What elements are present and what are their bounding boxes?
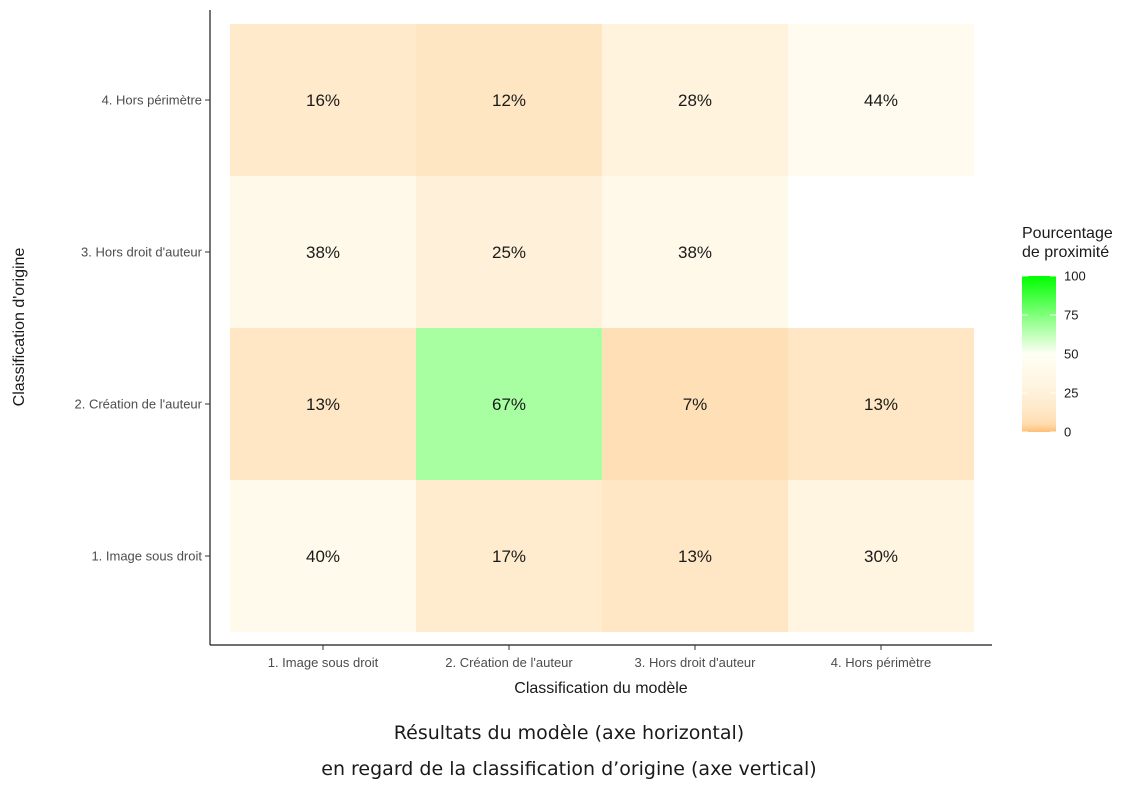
x-tick-label: 4. Hors périmètre bbox=[831, 655, 931, 670]
cell-value-label: 30% bbox=[864, 547, 898, 566]
cell-value-label: 13% bbox=[678, 547, 712, 566]
cell-value-label: 16% bbox=[306, 91, 340, 110]
cell-value-label: 44% bbox=[864, 91, 898, 110]
cell-value-label: 17% bbox=[492, 547, 526, 566]
cell-value-label: 12% bbox=[492, 91, 526, 110]
cell-value-label: 40% bbox=[306, 547, 340, 566]
legend-tick-label: 50 bbox=[1064, 347, 1078, 362]
heatmap-cell bbox=[602, 24, 788, 176]
legend-title-line1: Pourcentage bbox=[1022, 225, 1113, 242]
heatmap-cell bbox=[788, 328, 974, 480]
heatmap-cell bbox=[416, 328, 602, 480]
heatmap-cell bbox=[416, 176, 602, 328]
cell-value-label: 13% bbox=[864, 395, 898, 414]
heatmap-cell bbox=[416, 24, 602, 176]
x-tick-label: 1. Image sous droit bbox=[268, 655, 379, 670]
ticks-layer: 1. Image sous droit 2. Création de l'aute… bbox=[74, 93, 931, 671]
heatmap-cell bbox=[602, 176, 788, 328]
x-tick-label: 3. Hors droit d'auteur bbox=[635, 655, 757, 670]
y-tick-label: 4. Hors périmètre bbox=[102, 93, 202, 108]
legend-tick-label: 75 bbox=[1064, 308, 1078, 323]
heatmap-chart: 16% 12% 28% 44% 38% 25% 38% 13% 67% 7% 13% 40% 17% 13… bbox=[11, 10, 1113, 697]
cell-value-label: 67% bbox=[492, 395, 526, 414]
y-tick-label: 1. Image sous droit bbox=[91, 549, 202, 564]
heatmap-cell bbox=[230, 328, 416, 480]
cell-value-label: 38% bbox=[678, 243, 712, 262]
heatmap-cell bbox=[788, 480, 974, 632]
y-tick-label: 2. Création de l'auteur bbox=[74, 397, 202, 412]
heatmap-cell bbox=[230, 176, 416, 328]
cell-value-label: 7% bbox=[683, 395, 708, 414]
cell-value-label: 13% bbox=[306, 395, 340, 414]
caption-line-2: en regard de la classification d’origine… bbox=[321, 758, 817, 780]
legend-title-line2: de proximité bbox=[1022, 244, 1109, 261]
heatmap-cell bbox=[602, 480, 788, 632]
heatmap-cell bbox=[602, 328, 788, 480]
cells-layer: 16% 12% 28% 44% 38% 25% 38% 13% 67% 7% 13% 40% 17% 13… bbox=[230, 24, 974, 632]
x-tick-label: 2. Création de l'auteur bbox=[445, 655, 573, 670]
axes-layer bbox=[209, 10, 992, 646]
legend-tick-label: 100 bbox=[1064, 269, 1086, 284]
x-axis-title: Classification du modèle bbox=[514, 680, 688, 697]
y-axis-title: Classification d'origine bbox=[11, 248, 28, 407]
legend-ticks: 0 25 50 75 100 bbox=[1022, 269, 1086, 440]
heatmap-cell bbox=[788, 24, 974, 176]
heatmap-cell bbox=[416, 480, 602, 632]
legend-tick-label: 25 bbox=[1064, 386, 1078, 401]
cell-value-label: 25% bbox=[492, 243, 526, 262]
heatmap-cell bbox=[230, 24, 416, 176]
legend-tick-label: 0 bbox=[1064, 425, 1071, 440]
cell-value-label: 38% bbox=[306, 243, 340, 262]
heatmap-cell bbox=[230, 480, 416, 632]
y-tick-label: 3. Hors droit d'auteur bbox=[81, 245, 203, 260]
cell-value-label: 28% bbox=[678, 91, 712, 110]
legend: Pourcentage de proximité 0 25 50 75 100 bbox=[1022, 225, 1113, 440]
caption-line-1: Résultats du modèle (axe horizontal) bbox=[393, 722, 745, 744]
